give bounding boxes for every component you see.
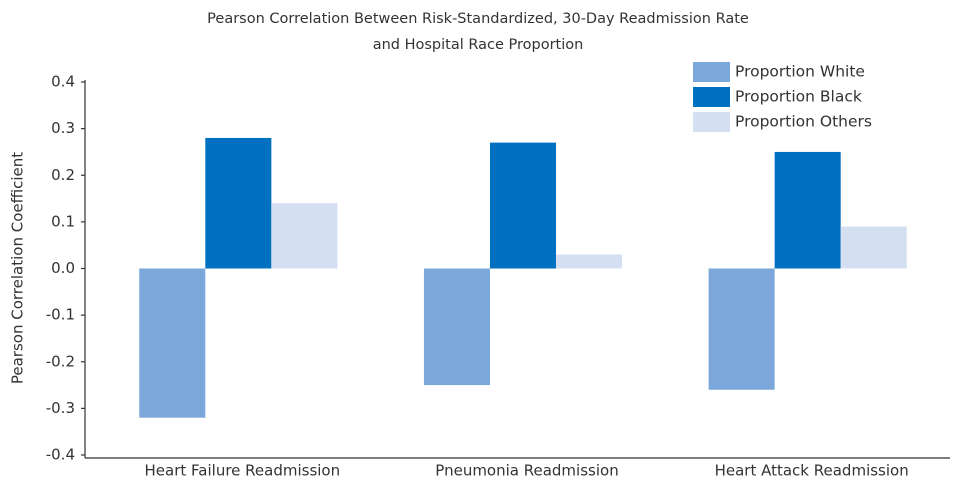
y-tick-label: -0.2	[46, 352, 75, 370]
y-tick-label: 0.1	[51, 212, 75, 230]
y-tick-label: 0.3	[51, 119, 75, 137]
bar	[489, 142, 557, 269]
legend-swatch	[693, 112, 730, 132]
bar	[271, 203, 338, 269]
x-tick-label: Heart Failure Readmission	[145, 462, 341, 479]
chart-title: and Hospital Race Proportion	[373, 37, 584, 53]
bar	[840, 226, 907, 269]
y-tick-label: 0.4	[51, 73, 75, 91]
y-tick-label: 0.2	[51, 166, 75, 184]
legend-label: Proportion Black	[735, 88, 862, 106]
legend-label: Proportion White	[735, 63, 865, 81]
y-tick-label: -0.1	[46, 306, 75, 324]
bar	[708, 268, 775, 390]
x-tick-label: Pneumonia Readmission	[435, 462, 618, 479]
bar	[774, 151, 841, 269]
bar	[556, 254, 623, 269]
y-tick-label: 0.0	[51, 259, 75, 277]
x-tick-label: Heart Attack Readmission	[715, 462, 909, 479]
chart-title: Pearson Correlation Between Risk-Standar…	[207, 11, 749, 27]
legend-swatch	[693, 87, 730, 107]
y-tick-label: -0.3	[46, 399, 75, 417]
bar	[139, 268, 206, 418]
legend-swatch	[693, 62, 730, 82]
y-tick-label: -0.4	[46, 446, 75, 464]
bar	[205, 137, 272, 269]
y-axis-label: Pearson Correlation Coefficient	[9, 152, 27, 384]
legend-label: Proportion Others	[735, 113, 872, 131]
bar	[423, 268, 490, 386]
